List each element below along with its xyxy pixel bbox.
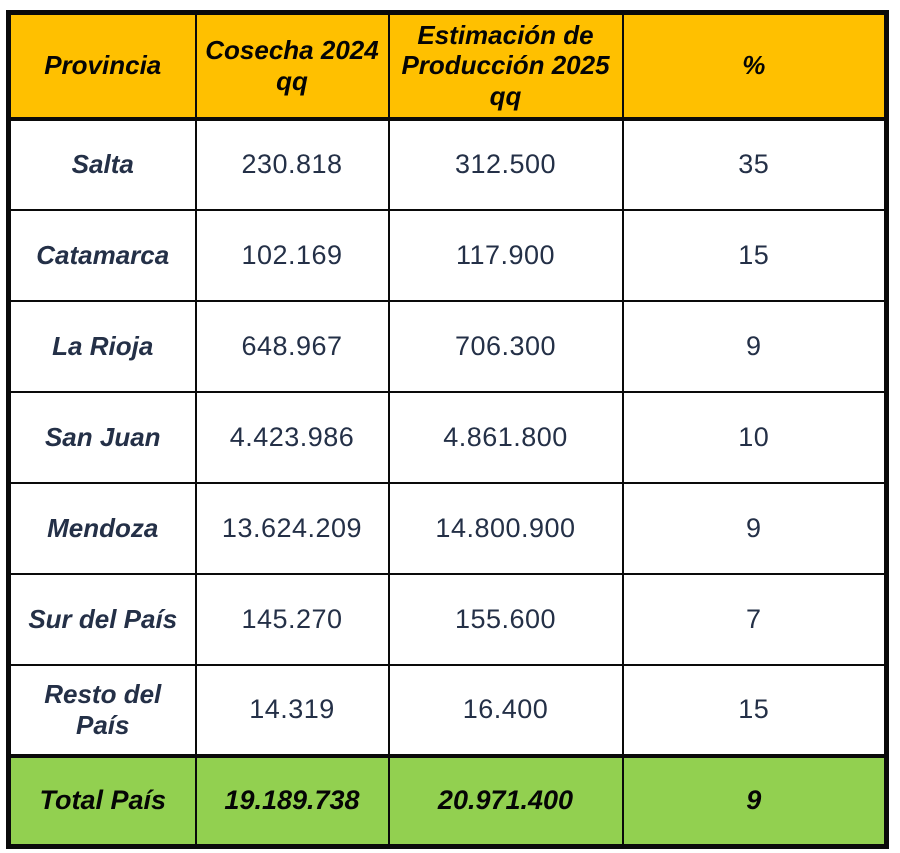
estimacion-2025-cell: 16.400 <box>387 663 624 757</box>
table-row-resto-del-pais: Resto del País 14.319 16.400 15 <box>7 663 888 757</box>
cosecha-2024-cell: 13.624.209 <box>194 481 390 575</box>
table-row-la-rioja: La Rioja 648.967 706.300 9 <box>7 299 888 393</box>
header-estimacion-2025: Estimación de Producción 2025 qq <box>387 11 624 121</box>
cosecha-2024-cell: 14.319 <box>194 663 390 757</box>
percent-cell: 15 <box>621 663 888 757</box>
estimacion-2025-cell: 155.600 <box>387 572 624 666</box>
production-table: Provincia Cosecha 2024 qq Estimación de … <box>6 10 889 849</box>
percent-cell: 35 <box>621 117 888 211</box>
table-row-sur-del-pais: Sur del País 145.270 155.600 7 <box>7 572 888 666</box>
total-label-cell: Total País <box>7 753 197 848</box>
table-row-catamarca: Catamarca 102.169 117.900 15 <box>7 208 888 302</box>
header-row: Provincia Cosecha 2024 qq Estimación de … <box>7 11 888 121</box>
cosecha-2024-cell: 4.423.986 <box>194 390 390 484</box>
estimacion-2025-cell: 14.800.900 <box>387 481 624 575</box>
province-cell: Resto del País <box>7 663 197 757</box>
province-cell: La Rioja <box>7 299 197 393</box>
table-row-san-juan: San Juan 4.423.986 4.861.800 10 <box>7 390 888 484</box>
percent-cell: 10 <box>621 390 888 484</box>
estimacion-2025-cell: 4.861.800 <box>387 390 624 484</box>
production-table-wrapper: Provincia Cosecha 2024 qq Estimación de … <box>6 10 889 849</box>
province-cell: San Juan <box>7 390 197 484</box>
percent-cell: 9 <box>621 299 888 393</box>
total-estimacion-2025-cell: 20.971.400 <box>387 753 624 848</box>
total-cosecha-2024-cell: 19.189.738 <box>194 753 390 848</box>
estimacion-2025-cell: 312.500 <box>387 117 624 211</box>
province-cell: Catamarca <box>7 208 197 302</box>
cosecha-2024-cell: 102.169 <box>194 208 390 302</box>
header-percent: % <box>621 11 888 121</box>
header-provincia: Provincia <box>7 11 197 121</box>
cosecha-2024-cell: 648.967 <box>194 299 390 393</box>
percent-cell: 9 <box>621 481 888 575</box>
estimacion-2025-cell: 117.900 <box>387 208 624 302</box>
total-row: Total País 19.189.738 20.971.400 9 <box>7 753 888 848</box>
table-row-mendoza: Mendoza 13.624.209 14.800.900 9 <box>7 481 888 575</box>
cosecha-2024-cell: 230.818 <box>194 117 390 211</box>
table-row-salta: Salta 230.818 312.500 35 <box>7 117 888 211</box>
province-cell: Sur del País <box>7 572 197 666</box>
province-cell: Salta <box>7 117 197 211</box>
header-cosecha-2024: Cosecha 2024 qq <box>194 11 390 121</box>
cosecha-2024-cell: 145.270 <box>194 572 390 666</box>
percent-cell: 15 <box>621 208 888 302</box>
total-percent-cell: 9 <box>621 753 888 848</box>
estimacion-2025-cell: 706.300 <box>387 299 624 393</box>
province-cell: Mendoza <box>7 481 197 575</box>
percent-cell: 7 <box>621 572 888 666</box>
